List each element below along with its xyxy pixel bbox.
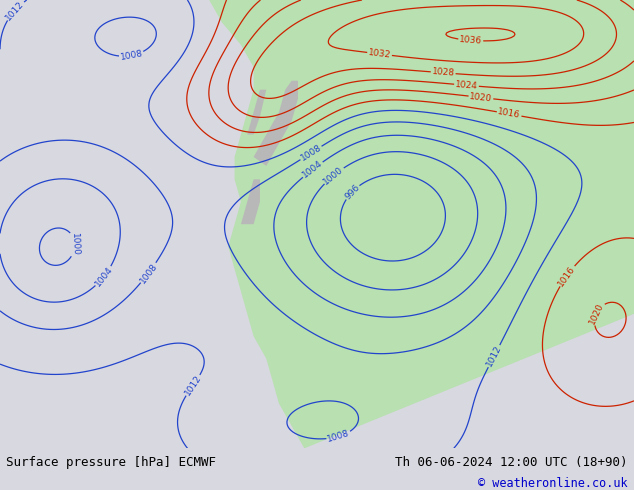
Text: 1032: 1032 xyxy=(368,48,391,60)
Text: 1004: 1004 xyxy=(301,159,325,180)
Text: 1008: 1008 xyxy=(327,429,351,444)
Text: Surface pressure [hPa] ECMWF: Surface pressure [hPa] ECMWF xyxy=(6,456,216,469)
Text: 1012: 1012 xyxy=(485,344,503,368)
Text: 1016: 1016 xyxy=(497,107,521,121)
Text: 996: 996 xyxy=(343,183,361,201)
Text: 1028: 1028 xyxy=(431,68,455,78)
Text: Th 06-06-2024 12:00 UTC (18+90): Th 06-06-2024 12:00 UTC (18+90) xyxy=(395,456,628,469)
Text: 1012: 1012 xyxy=(4,0,26,22)
Text: 1016: 1016 xyxy=(557,264,577,288)
Polygon shape xyxy=(241,179,260,224)
Text: 1024: 1024 xyxy=(455,80,478,91)
Text: 1000: 1000 xyxy=(70,233,80,256)
Text: 1020: 1020 xyxy=(588,301,605,326)
Text: 1008: 1008 xyxy=(138,261,159,285)
Text: 1012: 1012 xyxy=(183,373,203,397)
Polygon shape xyxy=(209,0,634,448)
Polygon shape xyxy=(247,90,266,135)
Text: 1036: 1036 xyxy=(459,35,482,46)
Text: © weatheronline.co.uk: © weatheronline.co.uk xyxy=(478,477,628,490)
Text: 1004: 1004 xyxy=(93,265,115,288)
Text: 1000: 1000 xyxy=(322,165,346,186)
Polygon shape xyxy=(254,81,298,166)
Text: 1020: 1020 xyxy=(469,92,493,103)
Text: 1008: 1008 xyxy=(299,143,323,163)
Text: 1008: 1008 xyxy=(119,49,143,62)
